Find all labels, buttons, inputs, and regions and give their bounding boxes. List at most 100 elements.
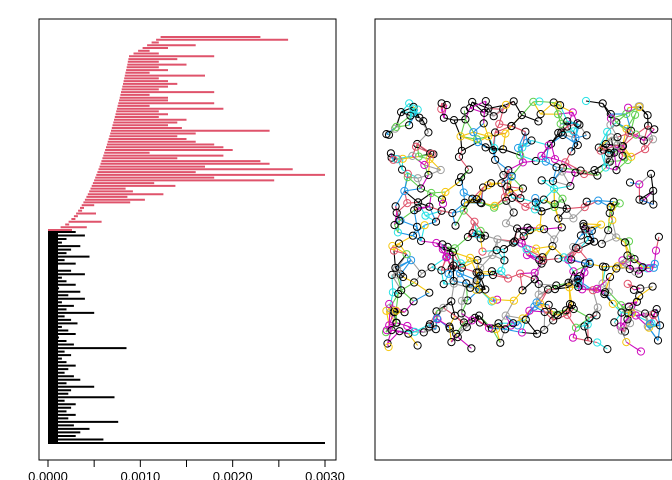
network-edge: [598, 200, 614, 203]
network-node: [588, 286, 598, 295]
network-node: [387, 326, 396, 335]
network-edge: [583, 326, 589, 341]
network-edge: [635, 134, 645, 142]
network-node: [457, 296, 466, 305]
network-node: [558, 130, 567, 140]
network-node: [393, 264, 402, 273]
network-edge: [454, 236, 469, 249]
network-node: [585, 258, 594, 267]
network-node: [439, 303, 448, 312]
network-edge: [570, 137, 576, 152]
network-edge: [461, 267, 477, 274]
network-edge: [424, 164, 441, 171]
network-edge: [453, 273, 461, 284]
network-edge: [400, 259, 412, 275]
network-edge: [592, 290, 599, 308]
right-plot-frame: [374, 18, 672, 461]
network-node: [518, 143, 527, 152]
network-edge: [511, 197, 526, 208]
network-edge: [559, 104, 568, 122]
network-edge: [578, 124, 588, 136]
network-node: [501, 325, 510, 334]
network-edge: [431, 191, 446, 194]
network-node: [472, 268, 481, 277]
network-node: [416, 184, 425, 193]
network-node: [598, 99, 607, 108]
network-node: [461, 115, 470, 124]
network-edge: [557, 114, 562, 125]
network-edge: [621, 330, 627, 343]
network-edge: [393, 250, 407, 255]
network-node: [469, 128, 478, 137]
network-panel: [374, 18, 672, 461]
network-edge: [477, 141, 486, 148]
network-edge: [472, 131, 479, 143]
network-node: [601, 139, 611, 149]
network-node: [531, 198, 540, 207]
network-edge: [391, 274, 394, 293]
network-edge: [573, 206, 586, 219]
network-edge: [553, 309, 567, 313]
network-edge: [483, 108, 489, 114]
network-node: [559, 253, 569, 262]
network-node: [558, 194, 567, 203]
network-edge: [400, 111, 411, 117]
network-edge: [578, 239, 589, 250]
network-node: [487, 267, 496, 276]
network-node: [473, 138, 482, 147]
network-node: [518, 184, 528, 193]
network-edge: [638, 286, 653, 297]
network-edge: [535, 202, 542, 212]
network-edge: [505, 200, 515, 213]
network-edge: [513, 242, 527, 250]
network-node: [635, 103, 644, 112]
network-node: [613, 262, 622, 271]
network-node: [549, 307, 558, 317]
network-node: [617, 308, 626, 317]
network-node: [449, 116, 459, 125]
network-edge: [558, 256, 565, 260]
network-edge: [387, 330, 400, 344]
network-edge: [553, 188, 556, 205]
network-node: [533, 329, 542, 338]
network-node: [488, 146, 497, 155]
x-tick-label: 0.0000: [28, 469, 68, 480]
network-edge: [463, 210, 475, 223]
network-node: [505, 188, 514, 197]
network-node: [636, 284, 645, 293]
network-node: [449, 276, 458, 286]
network-edge: [544, 226, 562, 230]
network-node: [548, 176, 558, 186]
network-node: [427, 188, 436, 198]
network-node: [594, 196, 603, 205]
network-edge: [505, 100, 514, 106]
network-node: [387, 270, 396, 279]
network-edge: [494, 125, 512, 134]
network-edge: [464, 107, 471, 120]
network-edge: [657, 325, 661, 341]
network-edge: [440, 270, 445, 285]
network-node: [406, 111, 415, 120]
network-node: [606, 120, 615, 130]
network-edge: [443, 117, 455, 121]
network-edge: [588, 340, 598, 344]
network-edge: [541, 155, 556, 160]
network-edge: [520, 272, 535, 275]
network-node: [513, 224, 522, 233]
network-edge: [394, 220, 400, 226]
network-edge: [521, 331, 538, 335]
network-edge: [612, 303, 622, 313]
network-node: [519, 232, 528, 241]
network-edge: [581, 272, 585, 290]
network-edge: [607, 229, 617, 238]
network-node: [567, 301, 577, 310]
network-edge: [410, 259, 423, 275]
network-node: [382, 326, 391, 335]
network-edge: [598, 136, 612, 149]
network-edge: [573, 308, 590, 319]
network-edge: [403, 190, 408, 204]
network-edge: [483, 112, 485, 124]
network-node: [499, 145, 508, 154]
network-node: [615, 199, 624, 208]
